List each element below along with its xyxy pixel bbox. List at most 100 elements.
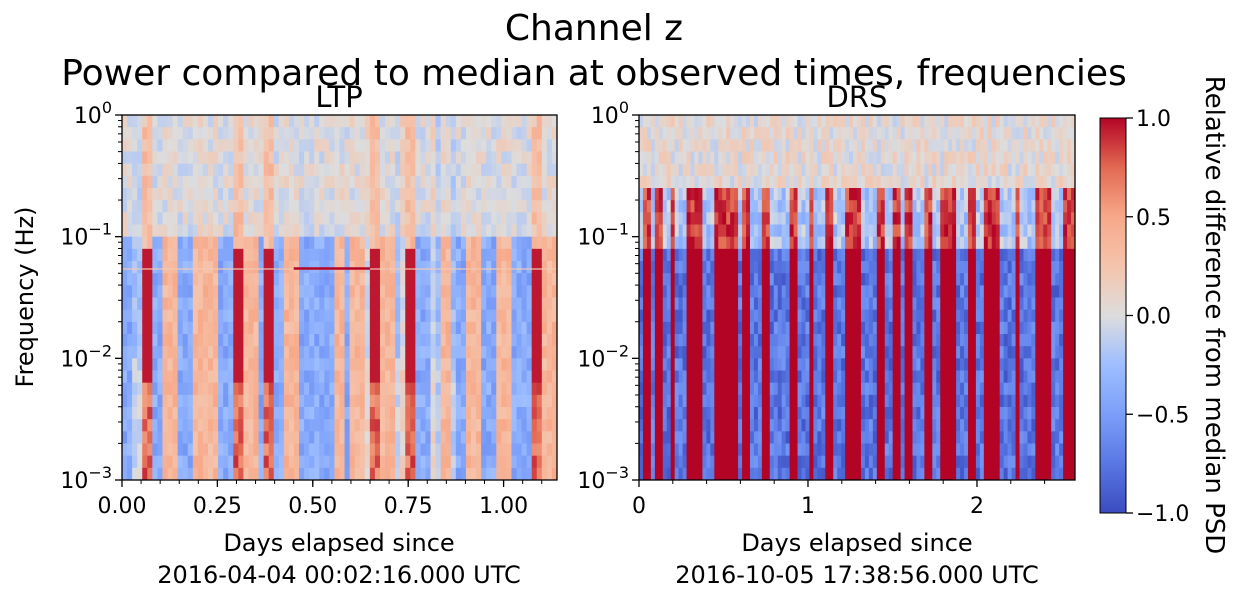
- heatmap-cell: [344, 188, 351, 201]
- heatmap-cell: [674, 127, 680, 140]
- heatmap-cell: [757, 139, 763, 153]
- heatmap-cell: [324, 224, 330, 238]
- heatmap-cell: [369, 419, 376, 432]
- heatmap-cell: [908, 419, 914, 432]
- heatmap-cell: [730, 248, 735, 262]
- heatmap-cell: [278, 431, 285, 445]
- heatmap-cell: [293, 188, 300, 201]
- heatmap-cell: [511, 394, 518, 408]
- heatmap-cell: [868, 431, 874, 445]
- heatmap-cell: [777, 321, 783, 335]
- heatmap-cell: [880, 431, 886, 445]
- heatmap-cell: [785, 151, 791, 165]
- heatmap-cell: [793, 346, 799, 359]
- heatmap-cell: [896, 127, 902, 140]
- heatmap-cell: [207, 224, 214, 238]
- heatmap-cell: [501, 212, 508, 226]
- heatmap-cell: [841, 394, 846, 408]
- heatmap-cell: [364, 346, 371, 359]
- heatmap-cell: [506, 334, 513, 347]
- heatmap-cell: [471, 346, 477, 359]
- heatmap-cell: [127, 321, 133, 335]
- heatmap-cell: [714, 127, 719, 140]
- heatmap-cell: [369, 188, 376, 201]
- heatmap-cell: [420, 382, 427, 396]
- heatmap-cell: [880, 467, 886, 480]
- heatmap-cell: [932, 321, 937, 335]
- heatmap-cell: [354, 151, 361, 165]
- heatmap-cell: [773, 467, 779, 480]
- heatmap-cell: [293, 273, 300, 286]
- heatmap-cell: [369, 297, 376, 311]
- heatmap-cell: [857, 139, 862, 153]
- heatmap-cell: [460, 467, 467, 480]
- heatmap-cell: [753, 188, 759, 201]
- heatmap-cell: [531, 370, 538, 384]
- heatmap-cell: [710, 139, 715, 153]
- heatmap-cell: [753, 334, 759, 347]
- heatmap-cell: [491, 455, 497, 469]
- heatmap-cell: [860, 273, 866, 286]
- heatmap-cell: [385, 224, 391, 238]
- heatmap-cell: [658, 334, 664, 347]
- heatmap-cell: [789, 212, 795, 226]
- heatmap-cell: [749, 261, 755, 274]
- heatmap-cell: [924, 467, 929, 480]
- heatmap-cell: [379, 212, 386, 226]
- heatmap-cell: [682, 273, 688, 286]
- heatmap-cell: [853, 455, 858, 469]
- heatmap-cell: [821, 382, 826, 396]
- heatmap-cell: [395, 151, 401, 165]
- heatmap-cell: [172, 212, 179, 226]
- heatmap-cell: [400, 407, 406, 420]
- heatmap-cell: [821, 285, 826, 299]
- heatmap-cell: [904, 431, 910, 445]
- heatmap-cell: [872, 139, 878, 153]
- heatmap-cell: [904, 224, 910, 238]
- heatmap-cell: [324, 419, 330, 432]
- heatmap-cell: [329, 151, 336, 165]
- heatmap-cell: [127, 175, 133, 189]
- heatmap-cell: [516, 163, 523, 177]
- heatmap-cell: [390, 309, 396, 323]
- heatmap-cell: [738, 236, 743, 250]
- heatmap-cell: [833, 443, 838, 457]
- heatmap-cell: [299, 297, 305, 311]
- heatmap-cell: [187, 115, 194, 128]
- heatmap-cell: [722, 370, 727, 384]
- heatmap-cell: [258, 188, 265, 201]
- heatmap-cell: [710, 212, 715, 226]
- heatmap-cell: [940, 163, 945, 177]
- heatmap-cell: [511, 261, 518, 274]
- heatmap-cell: [283, 467, 290, 480]
- heatmap-cell: [908, 224, 914, 238]
- heatmap-cell: [872, 175, 878, 189]
- heatmap-cell: [329, 285, 336, 299]
- heatmap-cell: [400, 370, 406, 384]
- heatmap-cell: [678, 163, 684, 177]
- heatmap-cell: [465, 467, 472, 480]
- heatmap-cell: [686, 334, 692, 347]
- heatmap-cell: [781, 346, 787, 359]
- heatmap-cell: [531, 261, 538, 274]
- heatmap-cell: [299, 334, 305, 347]
- heatmap-cell: [932, 394, 937, 408]
- heatmap-cell: [829, 321, 834, 335]
- heatmap-cell: [526, 224, 533, 238]
- heatmap-cell: [761, 419, 767, 432]
- heatmap-cell: [197, 334, 204, 347]
- heatmap-cell: [738, 297, 743, 311]
- heatmap-cell: [797, 127, 803, 140]
- heatmap-cell: [853, 370, 858, 384]
- heatmap-cell: [940, 297, 945, 311]
- heatmap-cell: [864, 151, 870, 165]
- heatmap-cell: [122, 382, 128, 396]
- heatmap-cell: [726, 273, 731, 286]
- heatmap-cell: [920, 200, 925, 213]
- heatmap-cell: [425, 248, 432, 262]
- heatmap-cell: [730, 443, 735, 457]
- heatmap-cell: [410, 285, 416, 299]
- heatmap-cell: [283, 382, 290, 396]
- heatmap-cell: [908, 212, 914, 226]
- heatmap-cell: [385, 309, 391, 323]
